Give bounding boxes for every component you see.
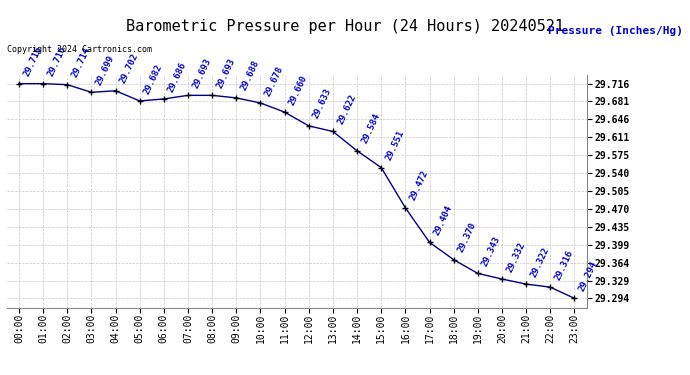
Text: 29.316: 29.316	[553, 249, 575, 282]
Text: 29.693: 29.693	[191, 57, 213, 90]
Text: 29.322: 29.322	[529, 246, 551, 279]
Text: 29.686: 29.686	[167, 60, 188, 93]
Text: 29.693: 29.693	[215, 57, 237, 90]
Text: 29.633: 29.633	[312, 87, 333, 120]
Text: 29.472: 29.472	[408, 169, 430, 202]
Text: 29.622: 29.622	[336, 93, 357, 126]
Text: 29.682: 29.682	[143, 62, 164, 95]
Text: 29.699: 29.699	[95, 54, 116, 87]
Text: 29.716: 29.716	[22, 45, 43, 78]
Text: 29.716: 29.716	[46, 45, 68, 78]
Text: 29.660: 29.660	[288, 74, 309, 106]
Text: 29.551: 29.551	[384, 129, 406, 162]
Text: Pressure (Inches/Hg): Pressure (Inches/Hg)	[548, 26, 683, 36]
Text: 29.714: 29.714	[70, 46, 92, 79]
Text: 29.584: 29.584	[360, 112, 382, 145]
Text: 29.404: 29.404	[433, 204, 454, 237]
Text: Barometric Pressure per Hour (24 Hours) 20240521: Barometric Pressure per Hour (24 Hours) …	[126, 19, 564, 34]
Text: 29.332: 29.332	[505, 240, 526, 273]
Text: 29.294: 29.294	[578, 260, 599, 293]
Text: Copyright 2024 Cartronics.com: Copyright 2024 Cartronics.com	[7, 45, 152, 54]
Text: 29.678: 29.678	[264, 64, 285, 98]
Text: 29.370: 29.370	[457, 221, 478, 254]
Text: 29.702: 29.702	[119, 52, 140, 85]
Text: 29.343: 29.343	[481, 235, 502, 268]
Text: 29.688: 29.688	[239, 59, 261, 92]
